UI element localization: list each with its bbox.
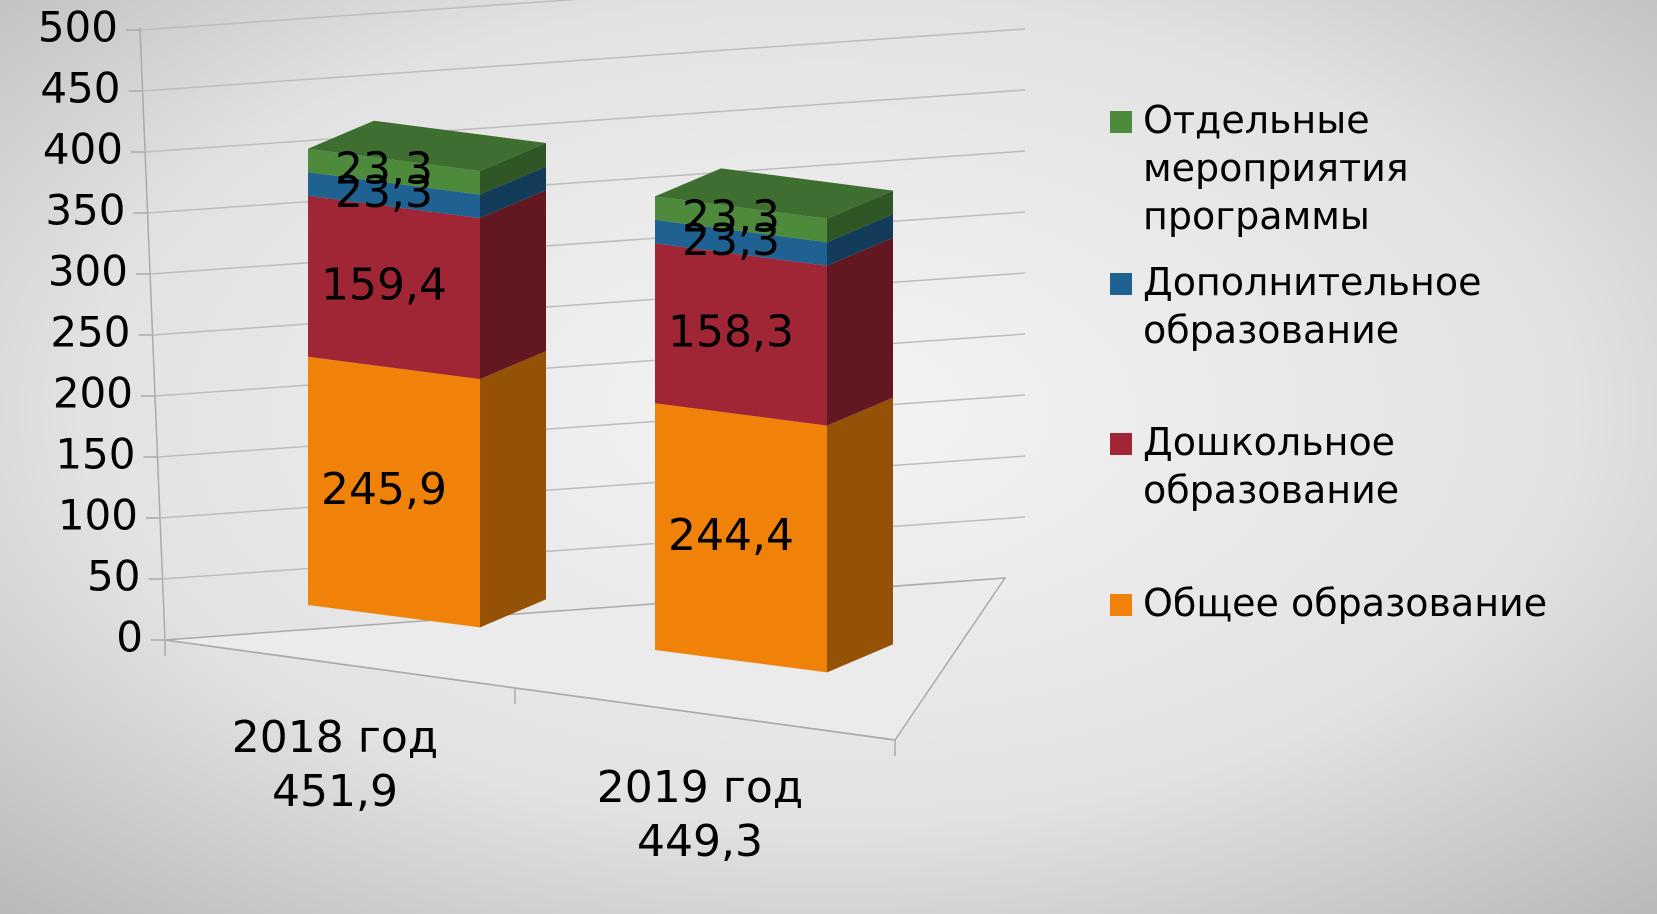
x-tick-label: 2018 год bbox=[232, 712, 438, 763]
x-tick-label: 2019 год bbox=[597, 762, 803, 813]
y-axis bbox=[139, 27, 166, 641]
data-label: 159,4 bbox=[321, 259, 447, 310]
bar-side bbox=[827, 214, 893, 266]
bar-side bbox=[480, 143, 546, 195]
bar-side bbox=[827, 397, 893, 673]
legend-swatch bbox=[1110, 594, 1132, 616]
data-label: 23,3 bbox=[682, 215, 780, 266]
grid-line bbox=[147, 150, 1026, 214]
y-tick-label: 50 bbox=[87, 552, 140, 601]
bar-side bbox=[827, 237, 893, 426]
x-axis bbox=[164, 639, 896, 741]
bar-side bbox=[827, 190, 893, 243]
bar-side bbox=[480, 351, 546, 628]
x-tick-total: 451,9 bbox=[272, 766, 398, 817]
legend-label: Дошкольное образование bbox=[1143, 420, 1399, 512]
grid-line bbox=[139, 0, 579, 31]
bar-top bbox=[655, 168, 893, 219]
bar bbox=[655, 243, 827, 426]
grid-line bbox=[142, 28, 1026, 92]
y-tick-label: 400 bbox=[43, 125, 123, 174]
bar bbox=[655, 196, 827, 243]
y-tick-label: 200 bbox=[53, 369, 133, 418]
legend-label: Отдельные мероприятия программы bbox=[1143, 98, 1409, 238]
legend-swatch bbox=[1110, 433, 1132, 455]
y-tick-label: 0 bbox=[116, 613, 143, 662]
y-tick-label: 350 bbox=[45, 186, 125, 235]
bar-top bbox=[308, 120, 546, 172]
y-tick-label: 500 bbox=[38, 3, 118, 52]
data-label: 158,3 bbox=[668, 306, 794, 357]
data-label: 23,3 bbox=[335, 144, 433, 195]
y-tick-label: 250 bbox=[50, 308, 130, 357]
y-tick-label: 450 bbox=[40, 64, 120, 113]
legend-swatch bbox=[1110, 273, 1132, 295]
legend-swatch bbox=[1110, 111, 1132, 133]
bar bbox=[308, 148, 480, 195]
bar bbox=[308, 356, 480, 628]
bar-side bbox=[480, 166, 546, 219]
y-tick-label: 300 bbox=[48, 247, 128, 296]
bar bbox=[655, 219, 827, 266]
data-label: 23,3 bbox=[682, 191, 780, 242]
bar bbox=[308, 195, 480, 380]
data-label: 245,9 bbox=[321, 464, 447, 515]
y-tick-label: 100 bbox=[58, 491, 138, 540]
x-tick-total: 449,3 bbox=[637, 816, 763, 867]
data-label: 23,3 bbox=[335, 167, 433, 218]
legend-label: Общее образование bbox=[1143, 581, 1547, 625]
bar bbox=[655, 403, 827, 673]
bar-side bbox=[480, 190, 546, 380]
grid-line bbox=[144, 89, 1026, 153]
y-tick-label: 150 bbox=[55, 430, 135, 479]
bar bbox=[308, 172, 480, 219]
legend-label: Дополнительное образование bbox=[1143, 260, 1482, 352]
data-label: 244,4 bbox=[668, 510, 794, 561]
